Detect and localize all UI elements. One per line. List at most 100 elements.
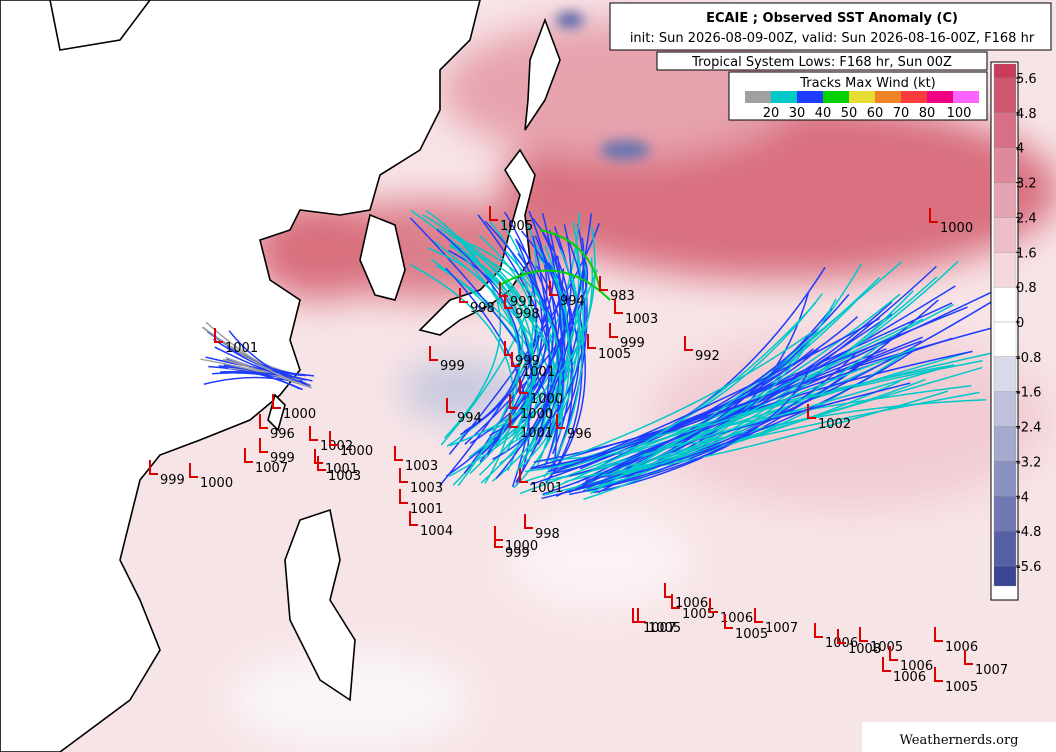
pressure-label: 1001 [410, 502, 443, 517]
track [528, 210, 560, 473]
track [513, 245, 571, 489]
colorbar-tick-label: 3.2 [1016, 177, 1037, 192]
colorbar-tick-label: 5.6 [1016, 72, 1037, 87]
track [583, 290, 914, 500]
track [530, 293, 850, 470]
track [558, 360, 983, 466]
track [477, 214, 553, 460]
track [609, 261, 903, 483]
pressure-label: 1000 [940, 221, 973, 236]
pressure-label: 1002 [320, 439, 353, 454]
pressure-label: 991 [510, 295, 535, 310]
low-marker [511, 352, 520, 367]
track [214, 346, 303, 384]
track [543, 221, 585, 478]
colorbar-segment [993, 217, 1017, 253]
colorbar-tick-label: -4.8 [1016, 525, 1041, 540]
colorbar-tick-label: 4 [1016, 142, 1024, 157]
low-marker [934, 627, 943, 642]
pressure-label: 999 [505, 546, 530, 561]
tracks-title: Tropical System Lows: F168 hr, Sun 00Z [691, 55, 952, 70]
pressure-label: 996 [567, 427, 592, 442]
track [220, 370, 313, 382]
pressure-label: 1005 [945, 680, 978, 695]
pressure-label: 999 [620, 336, 645, 351]
low-marker [244, 448, 253, 463]
track [530, 316, 859, 486]
low-marker [556, 414, 565, 429]
pressure-label: 1005 [598, 347, 631, 362]
pressure-label: 998 [470, 301, 495, 316]
low-marker [317, 456, 326, 471]
legend-label: 40 [815, 106, 832, 121]
track [552, 301, 817, 489]
legend-swatch [823, 91, 849, 103]
pressure-label: 998 [535, 527, 560, 542]
pressure-label: 1006 [720, 611, 753, 626]
low-marker [509, 413, 518, 428]
track [495, 232, 566, 479]
pressure-label: 1001 [520, 426, 553, 441]
track [524, 293, 823, 473]
low-marker [489, 206, 498, 221]
track [569, 365, 812, 496]
low-marker [446, 398, 455, 413]
watermark: Weathernerds.org [899, 733, 1018, 748]
pressure-label: 1006 [675, 596, 708, 611]
legend-swatch [797, 91, 823, 103]
low-marker [882, 657, 891, 672]
low-marker [494, 533, 503, 548]
low-marker [504, 341, 513, 356]
legend-swatch [875, 91, 901, 103]
pressure-label: 1004 [420, 524, 453, 539]
pressure-label: 1003 [625, 312, 658, 327]
pressure-label: 999 [515, 354, 540, 369]
low-marker [964, 650, 973, 665]
pressure-label: 1005 [735, 627, 768, 642]
low-marker [309, 426, 318, 441]
low-marker [524, 514, 533, 529]
low-marker [807, 404, 816, 419]
colorbar-tick-label: 2.4 [1016, 211, 1037, 226]
low-marker [614, 299, 623, 314]
legend-swatch [849, 91, 875, 103]
low-marker [399, 489, 408, 504]
pressure-label: 1001 [530, 481, 563, 496]
colorbar-tick-label: -5.6 [1016, 560, 1041, 575]
low-marker [609, 323, 618, 338]
colorbar-tick-label: 1.6 [1016, 246, 1037, 261]
low-marker [934, 667, 943, 682]
low-marker [394, 446, 403, 461]
colorbar-segment [993, 182, 1017, 218]
track [609, 385, 972, 463]
low-marker [664, 583, 673, 598]
pressure-label: 1005 [682, 607, 715, 622]
colorbar-tick-label: 4.8 [1016, 107, 1037, 122]
colorbar-segment [993, 565, 1017, 587]
pressure-label: 983 [610, 289, 635, 304]
track [499, 269, 611, 301]
low-marker [399, 468, 408, 483]
low-marker [684, 336, 693, 351]
pressure-label: 1002 [818, 417, 851, 432]
track [541, 350, 914, 500]
legend-label: 100 [947, 106, 972, 121]
track [532, 235, 551, 441]
colorbar-segment [993, 252, 1017, 288]
low-marker [314, 449, 323, 464]
pressure-label: 1001 [325, 462, 358, 477]
track [552, 317, 880, 474]
colorbar-segment [993, 461, 1017, 497]
colorbar-tick-label: -1.6 [1016, 386, 1041, 401]
track [539, 229, 601, 291]
colorbar-tick-label: -0.8 [1016, 351, 1041, 366]
track [226, 345, 306, 377]
track [222, 358, 313, 389]
track [575, 366, 983, 491]
legend-label: 60 [867, 106, 884, 121]
track [584, 298, 837, 491]
colorbar-segment [993, 321, 1017, 358]
pressure-label: 1000 [520, 407, 553, 422]
